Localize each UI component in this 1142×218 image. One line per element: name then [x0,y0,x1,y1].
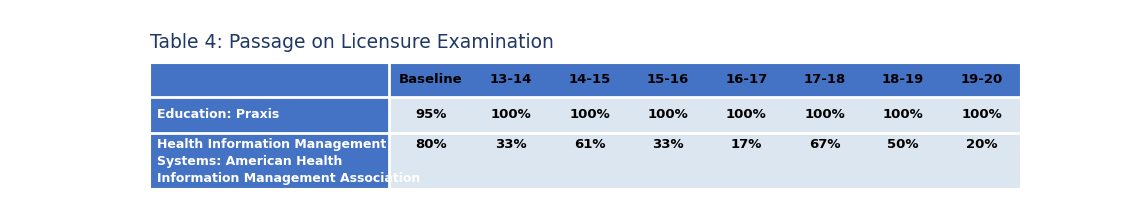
Bar [389,133,1021,189]
Text: 13-14: 13-14 [490,73,532,86]
Text: 17%: 17% [731,138,762,151]
Text: 100%: 100% [726,108,766,121]
Bar [150,133,389,189]
Text: Education: Praxis: Education: Praxis [156,108,279,121]
Text: 100%: 100% [883,108,924,121]
Text: 95%: 95% [415,108,447,121]
Text: 100%: 100% [804,108,845,121]
Text: 100%: 100% [962,108,1002,121]
Bar [389,97,1021,133]
Bar [150,63,1021,189]
Text: 16-17: 16-17 [725,73,767,86]
Text: 17-18: 17-18 [804,73,846,86]
Text: Baseline: Baseline [399,73,463,86]
Text: 15-16: 15-16 [646,73,689,86]
Text: 100%: 100% [648,108,689,121]
Text: 100%: 100% [569,108,610,121]
Text: 14-15: 14-15 [569,73,611,86]
Text: 50%: 50% [887,138,919,151]
Text: 80%: 80% [415,138,447,151]
Bar [150,63,389,97]
Text: 20%: 20% [966,138,997,151]
Bar [389,63,1021,97]
Bar [150,97,389,133]
Text: 33%: 33% [652,138,684,151]
Text: 18-19: 18-19 [882,73,924,86]
Text: 67%: 67% [809,138,841,151]
Text: Table 4: Passage on Licensure Examination: Table 4: Passage on Licensure Examinatio… [150,33,554,52]
Text: 100%: 100% [491,108,532,121]
Text: 61%: 61% [574,138,605,151]
Text: Health Information Management
Systems: American Health
Information Management As: Health Information Management Systems: A… [156,138,420,202]
Text: 33%: 33% [496,138,528,151]
Text: 19-20: 19-20 [960,73,1003,86]
